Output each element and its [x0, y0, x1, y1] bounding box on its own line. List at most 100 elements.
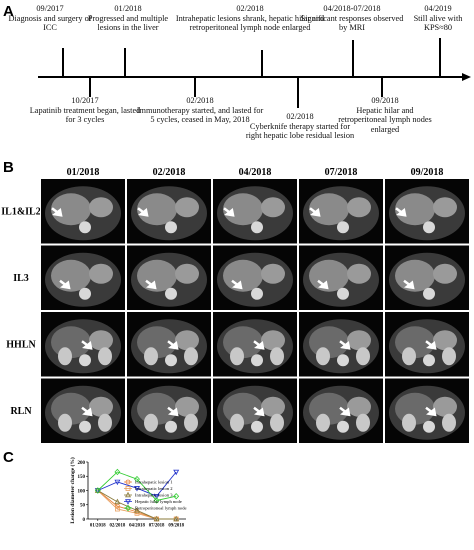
- y-axis-label: Lesion diameter change (%): [69, 457, 76, 524]
- mri-kidney: [402, 347, 416, 366]
- timeline-arrow: [462, 73, 471, 81]
- data-point: [114, 498, 121, 505]
- data-point: [153, 497, 160, 504]
- mri-organ: [309, 259, 349, 292]
- column-header: 09/2018: [411, 167, 444, 178]
- data-point: [125, 504, 131, 512]
- mri-kidney: [58, 413, 72, 432]
- mri-organ: [395, 259, 435, 292]
- mri-arrow: [167, 340, 179, 350]
- mri-kidney: [58, 347, 72, 366]
- mri-spine: [423, 287, 435, 300]
- row-label: HHLN: [6, 339, 36, 350]
- timeline-event: 02/2018 Cyberknife therapy started for ri…: [245, 112, 355, 141]
- mri-kidney: [230, 347, 244, 366]
- mri-organ: [175, 263, 199, 284]
- mri-organ: [175, 330, 199, 351]
- mri-arrow: [223, 207, 235, 217]
- mri-kidney: [270, 413, 284, 432]
- data-point: [94, 487, 101, 494]
- mri-organ: [261, 396, 285, 417]
- mri-kidney: [356, 347, 370, 366]
- mri-kidney: [144, 413, 158, 432]
- event-text: Progressed and multiple lesions in the l…: [87, 13, 169, 33]
- mri-kidney: [270, 347, 284, 366]
- mri-kidney: [316, 413, 330, 432]
- x-tick-label: 01/2018: [90, 524, 106, 529]
- mri-spine: [251, 354, 263, 367]
- event-date: 04/2019: [424, 4, 452, 13]
- mri-kidney: [356, 413, 370, 432]
- mri-organ: [347, 263, 371, 284]
- mri-spine: [79, 354, 91, 367]
- mri-arrow: [253, 340, 265, 350]
- mri-kidney: [184, 347, 198, 366]
- data-point: [153, 515, 160, 522]
- mri-spine: [337, 287, 349, 300]
- event-text: Intrahepatic lesions shrank, hepatic hil…: [175, 13, 325, 33]
- mri-organ: [261, 197, 285, 218]
- mri-arrow: [137, 207, 149, 217]
- mri-spine: [79, 420, 91, 433]
- mri-spine: [251, 221, 263, 234]
- timeline-event: 04/2019 Still alive with KPS≈80: [403, 4, 473, 33]
- data-point: [114, 479, 121, 486]
- mri-spine: [165, 221, 177, 234]
- mri-spine: [423, 221, 435, 234]
- legend-label: Hepatic hilar lymph node: [135, 499, 182, 504]
- panel-label: C: [3, 449, 14, 466]
- mri-organ: [347, 396, 371, 417]
- event-text: Diagnosis and surgery of ICC: [8, 13, 92, 33]
- mri-organ: [89, 396, 113, 417]
- mri-organ: [395, 193, 435, 226]
- y-tick-label: 0: [83, 518, 86, 523]
- mri-arrow: [231, 279, 243, 290]
- mri-kidney: [144, 347, 158, 366]
- mri-kidney: [98, 413, 112, 432]
- event-date: 01/2018: [114, 4, 142, 13]
- data-point: [115, 506, 120, 512]
- data-point: [173, 515, 180, 522]
- mri-arrow: [339, 406, 351, 417]
- mri-organ: [433, 197, 457, 218]
- event-date: 09/2017: [36, 4, 64, 13]
- mri-organ: [261, 330, 285, 351]
- data-point: [173, 469, 180, 476]
- event-text: Hepatic hilar and retroperitoneal lymph …: [338, 105, 432, 134]
- y-tick-label: 150: [78, 475, 86, 480]
- y-tick-label: 100: [78, 489, 86, 494]
- row-label: RLN: [10, 406, 32, 417]
- event-text: Still alive with KPS≈80: [413, 13, 463, 33]
- row-label: IL1&IL2: [1, 206, 40, 217]
- mri-organ: [89, 330, 113, 351]
- column-header: 01/2018: [67, 167, 100, 178]
- mri-spine: [79, 221, 91, 234]
- mri-spine: [423, 354, 435, 367]
- panel-label: A: [3, 3, 14, 20]
- mri-spine: [337, 354, 349, 367]
- mri-arrow: [403, 279, 415, 290]
- event-date: 02/2018: [236, 4, 264, 13]
- mri-spine: [337, 221, 349, 234]
- legend-label: Intrahepatic lesion 2: [135, 486, 173, 491]
- data-point: [134, 486, 140, 492]
- mri-arrow: [425, 340, 437, 350]
- mri-organ: [175, 197, 199, 218]
- data-point: [125, 479, 131, 485]
- x-tick-label: 04/2018: [129, 524, 145, 529]
- timeline-event: 02/2018 Intrahepatic lesions shrank, hepa…: [175, 4, 325, 33]
- legend-label: Retroperitoneal lymph node: [135, 506, 187, 511]
- mri-kidney: [316, 347, 330, 366]
- data-point: [125, 491, 131, 498]
- data-point: [134, 475, 140, 483]
- mri-kidney: [98, 347, 112, 366]
- data-point: [134, 510, 140, 516]
- timeline-event: 10/2017 Lapatinib treatment began, lasted…: [29, 96, 141, 125]
- mri-organ: [309, 193, 349, 226]
- mri-arrow: [145, 279, 157, 290]
- mri-arrow: [253, 406, 265, 417]
- data-point: [125, 499, 131, 505]
- x-tick-label: 09/2018: [168, 524, 184, 529]
- data-point: [114, 468, 121, 476]
